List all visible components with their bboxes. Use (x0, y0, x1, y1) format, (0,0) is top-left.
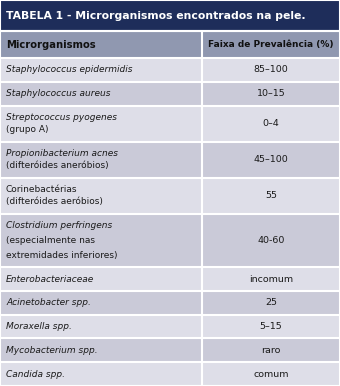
Bar (0, 362, 202, 386)
Text: (especialmente nas: (especialmente nas (6, 236, 95, 245)
Text: incomum: incomum (249, 274, 293, 284)
Text: Propionibacterium acnes: Propionibacterium acnes (6, 149, 118, 158)
Bar (202, 82, 340, 105)
Bar (202, 178, 340, 214)
Text: 40-60: 40-60 (257, 236, 285, 245)
Text: 5–15: 5–15 (260, 322, 283, 331)
Bar (0, 214, 202, 267)
Bar (0, 339, 202, 362)
Text: Mycobacterium spp.: Mycobacterium spp. (6, 346, 98, 355)
Text: 45–100: 45–100 (254, 155, 289, 164)
Text: extremidades inferiores): extremidades inferiores) (6, 251, 118, 260)
Bar (0, 0, 340, 31)
Text: 55: 55 (265, 191, 277, 200)
Text: raro: raro (261, 346, 281, 355)
Bar (202, 105, 340, 142)
Text: 85–100: 85–100 (254, 65, 289, 74)
Text: Acinetobacter spp.: Acinetobacter spp. (6, 298, 91, 307)
Text: 10–15: 10–15 (257, 89, 286, 98)
Text: Corinebactérias: Corinebactérias (6, 185, 78, 194)
Bar (0, 142, 202, 178)
Text: (difteróides aneróbios): (difteróides aneróbios) (6, 161, 108, 170)
Text: Enterobacteriaceae: Enterobacteriaceae (6, 274, 94, 284)
Text: 0–4: 0–4 (263, 119, 279, 128)
Bar (202, 315, 340, 339)
Bar (0, 58, 202, 82)
Text: Candida spp.: Candida spp. (6, 370, 65, 379)
Text: Faixa de Prevalência (%): Faixa de Prevalência (%) (208, 40, 334, 49)
Bar (202, 142, 340, 178)
Bar (202, 291, 340, 315)
Text: Streptococcus pyogenes: Streptococcus pyogenes (6, 113, 117, 122)
Text: (grupo A): (grupo A) (6, 125, 49, 134)
Bar (0, 31, 202, 58)
Text: Microrganismos: Microrganismos (6, 40, 96, 50)
Bar (202, 31, 340, 58)
Text: Staphylococcus epidermidis: Staphylococcus epidermidis (6, 65, 133, 74)
Bar (0, 105, 202, 142)
Text: TABELA 1 - Microrganismos encontrados na pele.: TABELA 1 - Microrganismos encontrados na… (6, 11, 306, 21)
Bar (0, 178, 202, 214)
Text: Moraxella spp.: Moraxella spp. (6, 322, 72, 331)
Text: 25: 25 (265, 298, 277, 307)
Bar (0, 315, 202, 339)
Text: Clostridium perfringens: Clostridium perfringens (6, 221, 112, 230)
Text: Staphylococcus aureus: Staphylococcus aureus (6, 89, 110, 98)
Bar (0, 291, 202, 315)
Bar (202, 214, 340, 267)
Bar (0, 82, 202, 105)
Bar (0, 267, 202, 291)
Bar (202, 362, 340, 386)
Bar (202, 58, 340, 82)
Bar (202, 267, 340, 291)
Text: comum: comum (253, 370, 289, 379)
Text: (difteróides aeróbios): (difteróides aeróbios) (6, 198, 103, 207)
Bar (202, 339, 340, 362)
